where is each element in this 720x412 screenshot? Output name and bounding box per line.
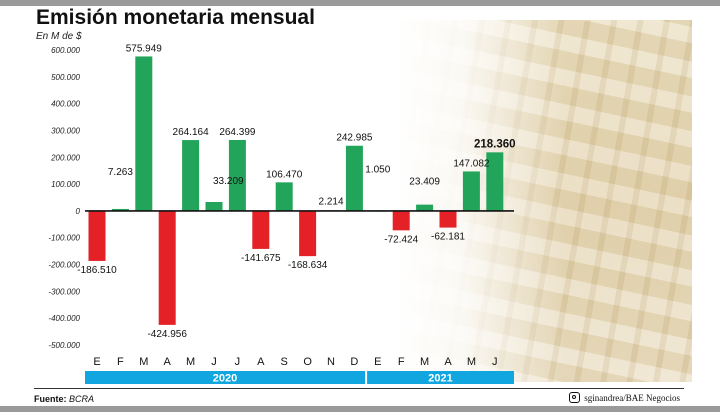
data-label: -141.675 xyxy=(241,253,281,264)
x-tick-label: D xyxy=(350,356,358,368)
x-tick-label: M xyxy=(139,356,148,368)
data-label: 2.214 xyxy=(318,196,343,207)
bar xyxy=(252,210,270,249)
footer-separator xyxy=(34,388,684,389)
data-label: 33.209 xyxy=(213,176,244,187)
credit-note: sginandrea/BAE Negocios xyxy=(569,392,680,403)
background-fade xyxy=(395,20,565,382)
bar xyxy=(158,210,176,325)
x-tick-label: M xyxy=(186,356,195,368)
data-label: 147.082 xyxy=(453,158,490,169)
bar xyxy=(299,210,317,257)
bar xyxy=(392,210,410,231)
bar xyxy=(228,140,246,211)
y-tick-label: 0 xyxy=(76,207,81,216)
x-tick-label: J xyxy=(211,356,217,368)
x-tick-label: J xyxy=(235,356,241,368)
data-label: 264.164 xyxy=(173,127,210,138)
y-tick-label: 100.000 xyxy=(51,180,80,189)
x-tick-label: M xyxy=(467,356,476,368)
data-label: 7.263 xyxy=(108,167,133,178)
bottom-frame-border xyxy=(0,406,720,412)
bar xyxy=(135,56,153,211)
top-frame-border xyxy=(0,0,720,6)
data-label: 575.949 xyxy=(126,43,163,54)
y-tick-label: -300.000 xyxy=(48,287,80,296)
bar xyxy=(345,145,363,211)
x-tick-label: F xyxy=(398,356,405,368)
data-label: -424.956 xyxy=(147,329,187,340)
bar xyxy=(486,152,504,211)
bar xyxy=(462,171,480,211)
y-tick-label: 600.000 xyxy=(51,46,80,55)
bar xyxy=(275,182,293,211)
data-label: 218.360 xyxy=(474,138,516,150)
bar xyxy=(88,210,106,261)
x-tick-label: A xyxy=(257,356,265,368)
y-tick-label: 200.000 xyxy=(50,153,80,162)
x-tick-label: N xyxy=(327,356,335,368)
bar xyxy=(439,210,457,228)
y-tick-label: -100.000 xyxy=(48,234,80,243)
year-band xyxy=(367,371,514,384)
data-label: 264.399 xyxy=(219,127,256,138)
x-tick-label: E xyxy=(93,356,100,368)
data-label: 23.409 xyxy=(409,177,440,188)
chart-title: Emisión monetaria mensual xyxy=(36,6,315,29)
source-label: Fuente: xyxy=(34,394,67,404)
bar xyxy=(205,202,223,211)
data-label: -62.181 xyxy=(431,232,465,243)
y-tick-label: -400.000 xyxy=(48,314,80,323)
year-label: 2020 xyxy=(213,373,237,385)
bar xyxy=(416,204,434,211)
data-label: -168.634 xyxy=(288,260,328,271)
credit-text: sginandrea/BAE Negocios xyxy=(584,392,680,403)
data-label: -72.424 xyxy=(384,234,418,245)
year-label: 2021 xyxy=(428,373,452,385)
data-label: 1.050 xyxy=(365,165,390,176)
data-label: -186.510 xyxy=(77,265,117,276)
x-tick-label: M xyxy=(420,356,429,368)
y-tick-label: 300.000 xyxy=(51,126,80,135)
year-band xyxy=(85,371,366,384)
bar xyxy=(182,140,200,211)
x-tick-label: F xyxy=(117,356,124,368)
x-tick-label: A xyxy=(444,356,452,368)
source-value: BCRA xyxy=(69,394,95,404)
data-label: 106.470 xyxy=(266,169,303,180)
y-tick-label: 500.000 xyxy=(51,73,80,82)
instagram-icon xyxy=(569,392,581,403)
x-tick-label: A xyxy=(164,356,172,368)
data-label: 242.985 xyxy=(336,133,373,144)
bar xyxy=(111,208,129,211)
x-tick-label: S xyxy=(281,356,288,368)
y-tick-label: -200.000 xyxy=(48,261,80,270)
y-tick-label: -500.000 xyxy=(48,341,80,350)
x-tick-label: E xyxy=(374,356,381,368)
source-note: Fuente: BCRA xyxy=(34,394,94,404)
y-tick-label: 400.000 xyxy=(51,100,80,109)
x-tick-label: O xyxy=(303,356,312,368)
x-tick-label: J xyxy=(492,356,498,368)
unit-label: En M de $ xyxy=(36,31,82,42)
